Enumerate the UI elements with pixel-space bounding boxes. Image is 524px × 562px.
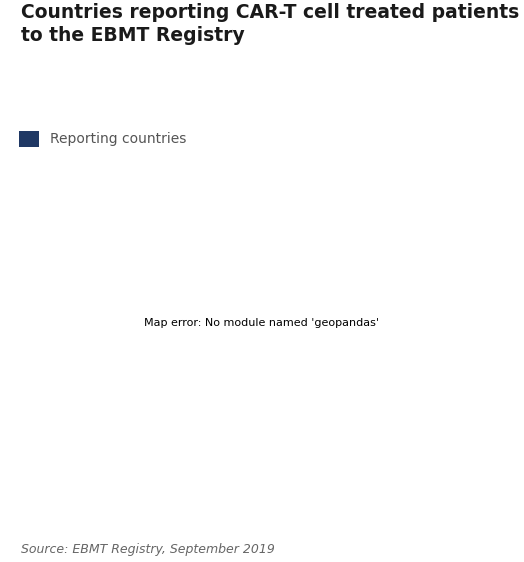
Text: Countries reporting CAR-T cell treated patients
to the EBMT Registry: Countries reporting CAR-T cell treated p… <box>21 3 519 46</box>
Legend: Reporting countries: Reporting countries <box>12 124 193 153</box>
Text: Source: EBMT Registry, September 2019: Source: EBMT Registry, September 2019 <box>21 543 275 556</box>
Text: Map error: No module named 'geopandas': Map error: No module named 'geopandas' <box>145 318 379 328</box>
